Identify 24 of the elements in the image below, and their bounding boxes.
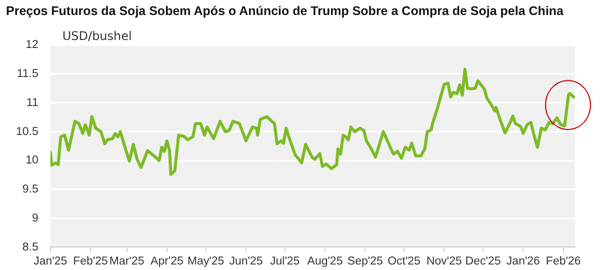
y-tick-label: 11.5	[16, 68, 38, 80]
x-tick-label: Aug'25	[307, 255, 343, 268]
x-tick-label: Apr'25	[150, 255, 184, 268]
x-tick-label: Sep'25	[347, 255, 383, 268]
x-tick-label: Feb'26	[546, 255, 581, 268]
y-tick-label: 11	[26, 96, 38, 109]
x-tick-label: Jan'25	[34, 255, 68, 268]
x-tick-label: Mar'25	[109, 255, 144, 268]
y-axis-title: USD/bushel	[62, 29, 132, 44]
y-tick-label: 12	[26, 39, 38, 52]
chart-title: Preços Futuros da Soja Sobem Após o Anúncio de Trump Sobre a Compra de Soja pela China	[6, 4, 564, 18]
y-tick-label: 9.5	[22, 184, 38, 196]
y-tick-label: 10.5	[16, 126, 38, 138]
y-tick-label: 9	[32, 212, 38, 224]
x-tick-label: Dec'25	[465, 255, 501, 268]
x-tick-label: Feb'25	[73, 255, 108, 268]
x-tick-label: Jan'26	[506, 255, 540, 268]
x-tick-label: Jul'25	[270, 255, 300, 268]
x-tick-label: May'25	[187, 255, 224, 268]
x-tick-label: Jun'25	[229, 255, 263, 268]
x-tick-label: Oct'25	[388, 255, 420, 268]
y-tick-label: 8.5	[22, 241, 38, 254]
y-tick-label: 10	[26, 154, 38, 167]
x-tick-label: Nov'25	[426, 255, 462, 268]
